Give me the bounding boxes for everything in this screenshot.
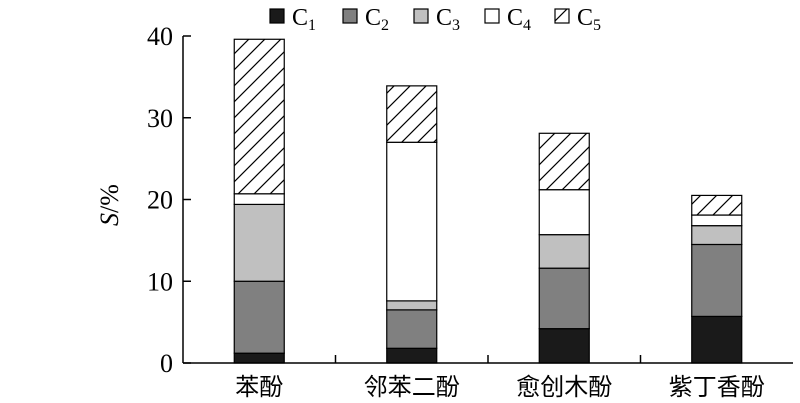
bar-segment-c4 — [538, 189, 590, 236]
legend-swatch — [269, 8, 285, 24]
y-axis-label: S/% — [95, 184, 124, 226]
y-tick-label: 0 — [160, 349, 173, 378]
legend-item-c5: C5 — [554, 5, 601, 34]
bar-segment-c3 — [538, 234, 590, 269]
legend-label: C4 — [507, 5, 531, 34]
bar-segment-c5 — [233, 38, 285, 195]
bar-segment-c3 — [386, 300, 438, 311]
legend-swatch — [484, 8, 500, 24]
bar-segment-c2 — [538, 267, 590, 330]
bar-segment-c5 — [691, 194, 743, 216]
x-category-label: 愈创木酚 — [516, 373, 612, 401]
legend-label: C5 — [577, 5, 601, 34]
bar-segment-c3 — [233, 203, 285, 282]
bar-segment-c1 — [386, 347, 438, 364]
bar-segment-c2 — [386, 309, 438, 349]
bar-segment-c2 — [691, 243, 743, 318]
bar-segment-c1 — [538, 328, 590, 364]
bar-segment-c4 — [691, 214, 743, 227]
bar-stack — [386, 85, 438, 364]
legend-swatch — [413, 8, 429, 24]
legend-item-c2: C2 — [342, 5, 389, 34]
bar-stack — [233, 38, 285, 364]
y-tick-label: 20 — [147, 186, 173, 215]
y-axis-label-rest: /% — [95, 184, 124, 213]
y-tick-label: 10 — [147, 267, 173, 296]
legend-item-c4: C4 — [484, 5, 531, 34]
legend-swatch — [342, 8, 358, 24]
legend-label: C2 — [365, 5, 389, 34]
x-category-label: 邻苯二酚 — [364, 373, 460, 401]
bar-segment-c1 — [691, 315, 743, 364]
legend-item-c3: C3 — [413, 5, 460, 34]
bar-segment-c2 — [233, 280, 285, 354]
bar-segment-c3 — [691, 225, 743, 246]
legend-item-c1: C1 — [269, 5, 316, 34]
x-category-label: 苯酚 — [235, 373, 283, 401]
y-axis-label-italic: S — [95, 213, 124, 226]
legend-label: C1 — [292, 5, 316, 34]
x-category-label: 紫丁香酚 — [669, 373, 765, 401]
bars: 苯酚 邻苯二酚 愈创木酚 紫丁香酚 — [233, 38, 765, 401]
bar-segment-c4 — [386, 141, 438, 302]
bar-stack — [538, 132, 590, 364]
bar-segment-c5 — [538, 132, 590, 191]
bar-segment-c4 — [233, 193, 285, 206]
y-tick-label: 40 — [147, 22, 173, 51]
bar-stack — [691, 194, 743, 364]
y-tick-label: 30 — [147, 104, 173, 133]
legend: C1 C2 C3 C4 C5 — [269, 5, 601, 34]
axes: 0 10 20 30 40 — [147, 22, 793, 378]
bar-segment-c5 — [386, 85, 438, 143]
legend-label: C3 — [436, 5, 460, 34]
bar-segment-c1 — [233, 352, 285, 364]
legend-swatch — [554, 8, 570, 24]
